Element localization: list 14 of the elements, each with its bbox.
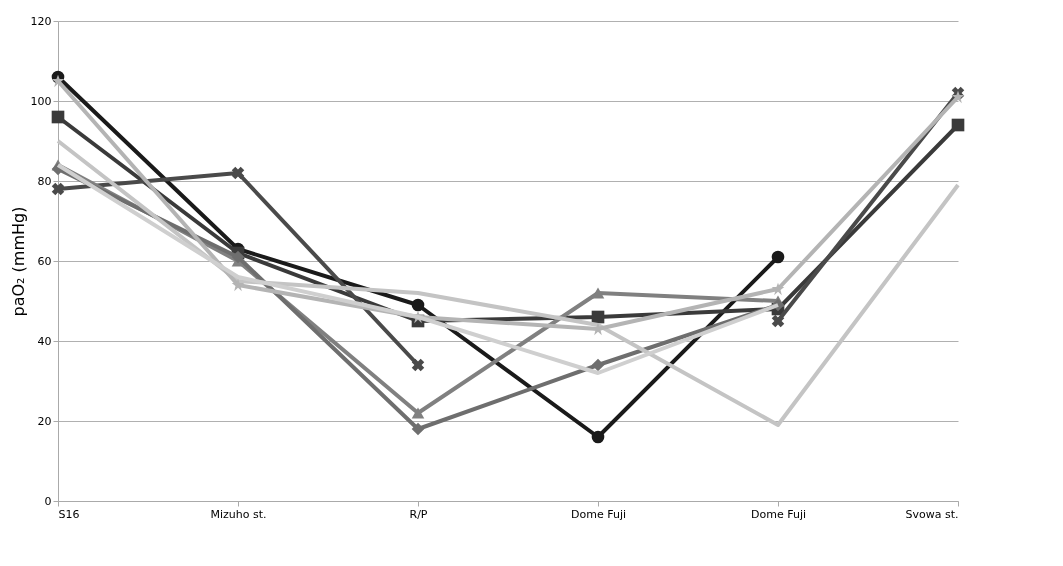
y-tick-label: 80	[37, 174, 52, 188]
y-tick-label: 120	[30, 14, 52, 28]
y-axis-title: paO₂ (mmHg)	[8, 206, 28, 317]
y-tick-label: 0	[44, 494, 52, 508]
y-tick-label: 40	[37, 334, 52, 348]
x-tick-label: Mizuho st.	[210, 507, 267, 521]
x-tick-label: Dome Fuji	[571, 507, 626, 521]
y-tick-label: 20	[37, 414, 52, 428]
x-tick-label: S16	[58, 507, 80, 521]
y-tick-label: 100	[30, 94, 52, 108]
x-tick-label: R/P	[409, 507, 428, 521]
x-tick-label: Dome Fuji	[751, 507, 806, 521]
x-tick-label: Svowa st.	[905, 507, 959, 521]
y-tick-label: 60	[37, 254, 52, 268]
